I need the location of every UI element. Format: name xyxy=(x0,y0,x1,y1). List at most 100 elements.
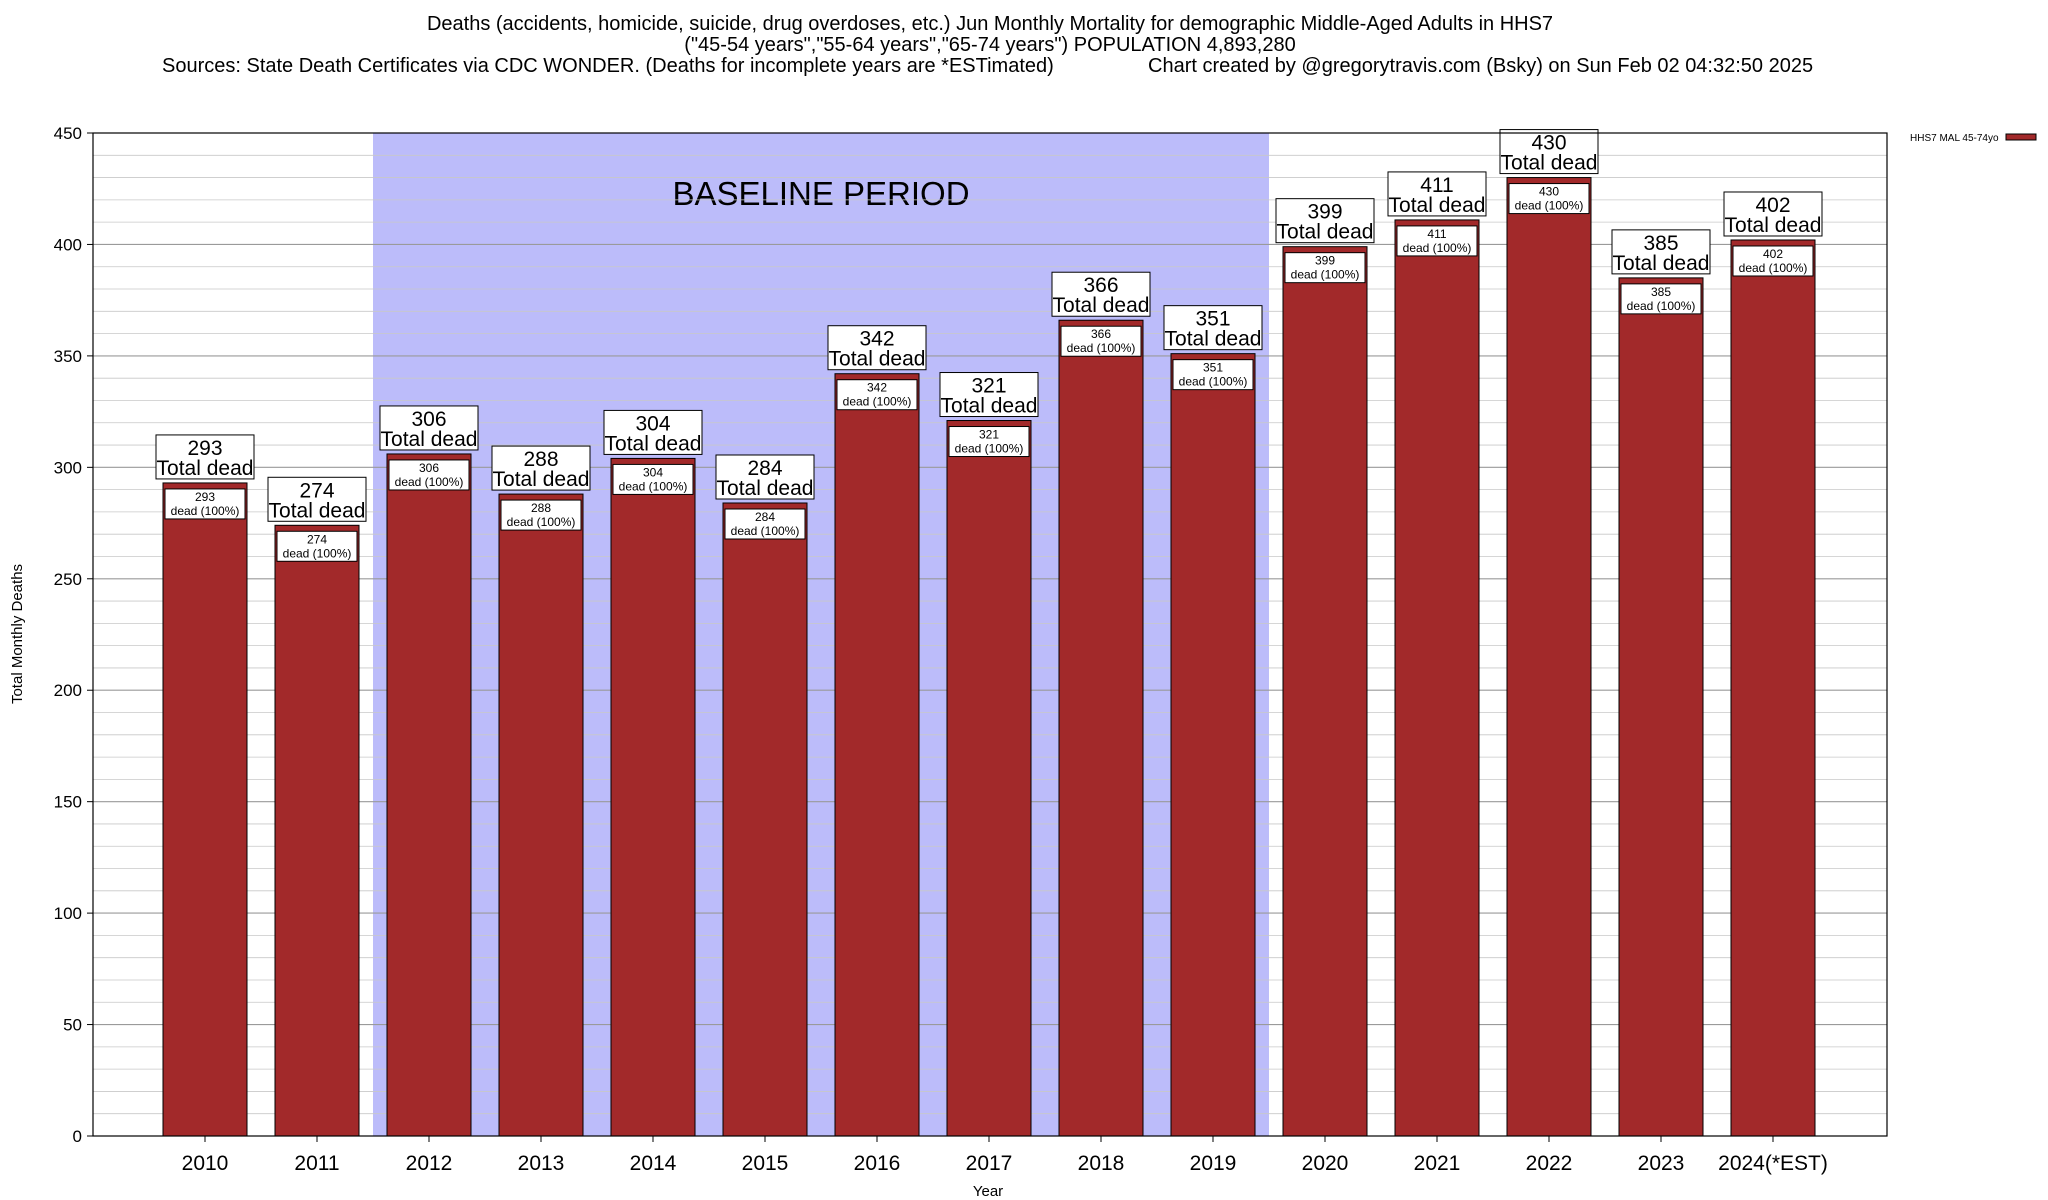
total-label-box xyxy=(1051,271,1151,317)
x-tick-label: 2020 xyxy=(1302,1152,1349,1175)
total-dead-label: Total dead xyxy=(941,395,1038,418)
inner-label-box xyxy=(948,426,1030,458)
bar xyxy=(386,453,472,1137)
total-value-label: 284 xyxy=(747,457,782,480)
legend-swatch xyxy=(2005,133,2037,141)
total-dead-label: Total dead xyxy=(717,477,814,500)
bar xyxy=(1730,239,1816,1137)
inner-percent-label: dead (100%) xyxy=(507,515,576,529)
y-tick-label: 150 xyxy=(54,793,82,812)
x-tick-label: 2021 xyxy=(1414,1152,1461,1175)
inner-percent-label: dead (100%) xyxy=(1627,299,1696,313)
y-tick-label: 200 xyxy=(54,681,82,700)
total-label-box xyxy=(939,372,1039,418)
bar xyxy=(1394,219,1480,1137)
inner-percent-label: dead (100%) xyxy=(283,546,352,560)
total-label-box xyxy=(379,405,479,451)
inner-value-label: 366 xyxy=(1091,327,1111,341)
total-value-label: 351 xyxy=(1195,308,1230,331)
bar xyxy=(1506,177,1592,1137)
inner-percent-label: dead (100%) xyxy=(395,475,464,489)
x-tick-label: 2022 xyxy=(1526,1152,1573,1175)
chart-title: Deaths (accidents, homicide, suicide, dr… xyxy=(162,13,1813,77)
inner-percent-label: dead (100%) xyxy=(843,395,912,409)
inner-label-box xyxy=(1620,283,1702,315)
total-value-label: 342 xyxy=(859,328,894,351)
inner-percent-label: dead (100%) xyxy=(1067,341,1136,355)
y-tick-label: 50 xyxy=(63,1016,82,1035)
inner-percent-label: dead (100%) xyxy=(1403,241,1472,255)
inner-value-label: 402 xyxy=(1763,247,1783,261)
total-value-label: 306 xyxy=(411,408,446,431)
inner-percent-label: dead (100%) xyxy=(1291,268,1360,282)
bar xyxy=(1618,277,1704,1137)
total-value-label: 274 xyxy=(299,479,334,502)
inner-value-label: 399 xyxy=(1315,254,1335,268)
x-tick-label: 2016 xyxy=(854,1152,901,1175)
total-label-box xyxy=(603,409,703,455)
total-dead-label: Total dead xyxy=(1165,328,1262,351)
x-tick-label: 2015 xyxy=(742,1152,789,1175)
bar xyxy=(162,482,248,1137)
inner-value-label: 321 xyxy=(979,428,999,442)
y-tick-label: 300 xyxy=(54,458,82,477)
x-tick-label: 2023 xyxy=(1638,1152,1685,1175)
total-dead-label: Total dead xyxy=(1725,214,1822,237)
bar xyxy=(498,493,584,1137)
total-label-box xyxy=(715,454,815,500)
total-dead-label: Total dead xyxy=(157,457,254,480)
inner-label-box xyxy=(1060,325,1142,357)
total-dead-label: Total dead xyxy=(1277,221,1374,244)
bar xyxy=(1058,319,1144,1137)
credit-text: Chart created by @gregorytravis.com (Bsk… xyxy=(1148,55,1813,77)
title-line-1: Deaths (accidents, homicide, suicide, dr… xyxy=(427,13,1553,35)
inner-value-label: 306 xyxy=(419,461,439,475)
x-tick-label: 2017 xyxy=(966,1152,1013,1175)
total-label-box xyxy=(1723,191,1823,237)
legend: HHS7 MAL 45-74yo xyxy=(1910,133,2037,144)
bars xyxy=(162,177,1816,1137)
sources-text: Sources: State Death Certificates via CD… xyxy=(162,55,1054,77)
total-label-box xyxy=(267,476,367,522)
inner-value-label: 411 xyxy=(1427,227,1446,241)
total-value-label: 293 xyxy=(187,437,222,460)
total-value-label: 411 xyxy=(1420,174,1453,197)
x-tick-label: 2019 xyxy=(1190,1152,1237,1175)
total-dead-label: Total dead xyxy=(605,432,702,455)
total-dead-label: Total dead xyxy=(381,428,478,451)
inner-percent-label: dead (100%) xyxy=(1739,261,1808,275)
inner-label-box xyxy=(724,508,806,540)
title-line-2: ("45-54 years","55-64 years","65-74 year… xyxy=(684,34,1295,56)
total-dead-label: Total dead xyxy=(1053,294,1150,317)
y-tick-label: 450 xyxy=(54,124,82,143)
total-dead-label: Total dead xyxy=(829,348,926,371)
y-tick-label: 350 xyxy=(54,347,82,366)
inner-value-label: 385 xyxy=(1651,285,1671,299)
y-axis-title: Total Monthly Deaths xyxy=(9,564,26,704)
x-axis-title: Year xyxy=(973,1183,1003,1200)
bar xyxy=(834,373,920,1137)
inner-label-box xyxy=(1732,245,1814,277)
inner-percent-label: dead (100%) xyxy=(955,442,1024,456)
total-dead-label: Total dead xyxy=(269,499,366,522)
inner-value-label: 351 xyxy=(1203,361,1223,375)
total-value-label: 402 xyxy=(1755,194,1790,217)
inner-percent-label: dead (100%) xyxy=(731,524,800,538)
x-tick-label: 2012 xyxy=(406,1152,453,1175)
y-tick-label: 400 xyxy=(54,235,82,254)
bar xyxy=(274,524,360,1137)
y-tick-label: 100 xyxy=(54,904,82,923)
inner-percent-label: dead (100%) xyxy=(171,504,240,518)
total-value-label: 385 xyxy=(1643,232,1678,255)
total-label-box xyxy=(1275,198,1375,244)
inner-percent-label: dead (100%) xyxy=(1515,199,1584,213)
inner-label-box xyxy=(388,459,470,491)
x-tick-label: 2018 xyxy=(1078,1152,1125,1175)
total-dead-label: Total dead xyxy=(1389,194,1486,217)
x-tick-label: 2011 xyxy=(294,1152,339,1175)
inner-value-label: 284 xyxy=(755,510,775,524)
total-value-label: 430 xyxy=(1531,132,1566,155)
inner-value-label: 274 xyxy=(307,532,327,546)
